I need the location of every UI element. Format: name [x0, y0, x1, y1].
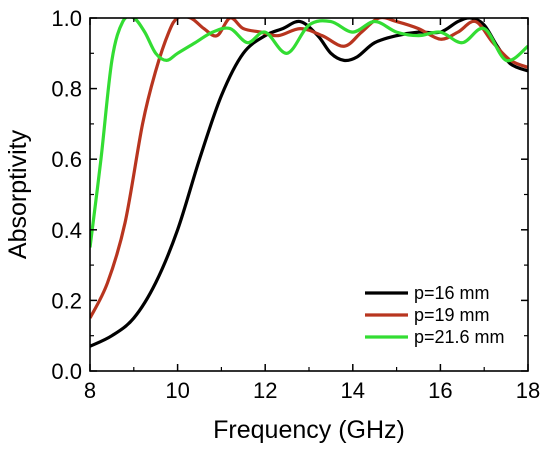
series-line-1 — [90, 18, 528, 348]
y-axis-ticks: 0.0 0.2 0.4 0.6 0.8 1.0 — [51, 6, 528, 384]
y-tick-label: 1.0 — [51, 6, 82, 31]
legend-label: p=19 mm — [414, 305, 490, 325]
x-axis-ticks: 8 10 12 14 16 18 — [84, 18, 540, 403]
x-tick-label: 10 — [165, 378, 189, 403]
series-line-3 — [90, 18, 528, 248]
x-tick-label: 8 — [84, 378, 96, 403]
x-tick-label: 12 — [253, 378, 277, 403]
series-line-2 — [90, 18, 528, 319]
y-tick-label: 0.0 — [51, 359, 82, 384]
legend-label: p=16 mm — [414, 283, 490, 303]
x-tick-label: 14 — [341, 378, 365, 403]
y-axis-title: Absorptivity — [4, 129, 32, 259]
legend: p=16 mmp=19 mmp=21.6 mm — [365, 283, 505, 347]
y-tick-label: 0.2 — [51, 288, 82, 313]
y-tick-label: 0.8 — [51, 77, 82, 102]
legend-label: p=21.6 mm — [414, 327, 505, 347]
x-tick-label: 18 — [516, 378, 540, 403]
y-tick-label: 0.4 — [51, 218, 82, 243]
y-tick-label: 0.6 — [51, 147, 82, 172]
x-tick-label: 16 — [428, 378, 452, 403]
x-axis-title: Frequency (GHz) — [213, 416, 405, 444]
series-lines — [90, 18, 528, 348]
